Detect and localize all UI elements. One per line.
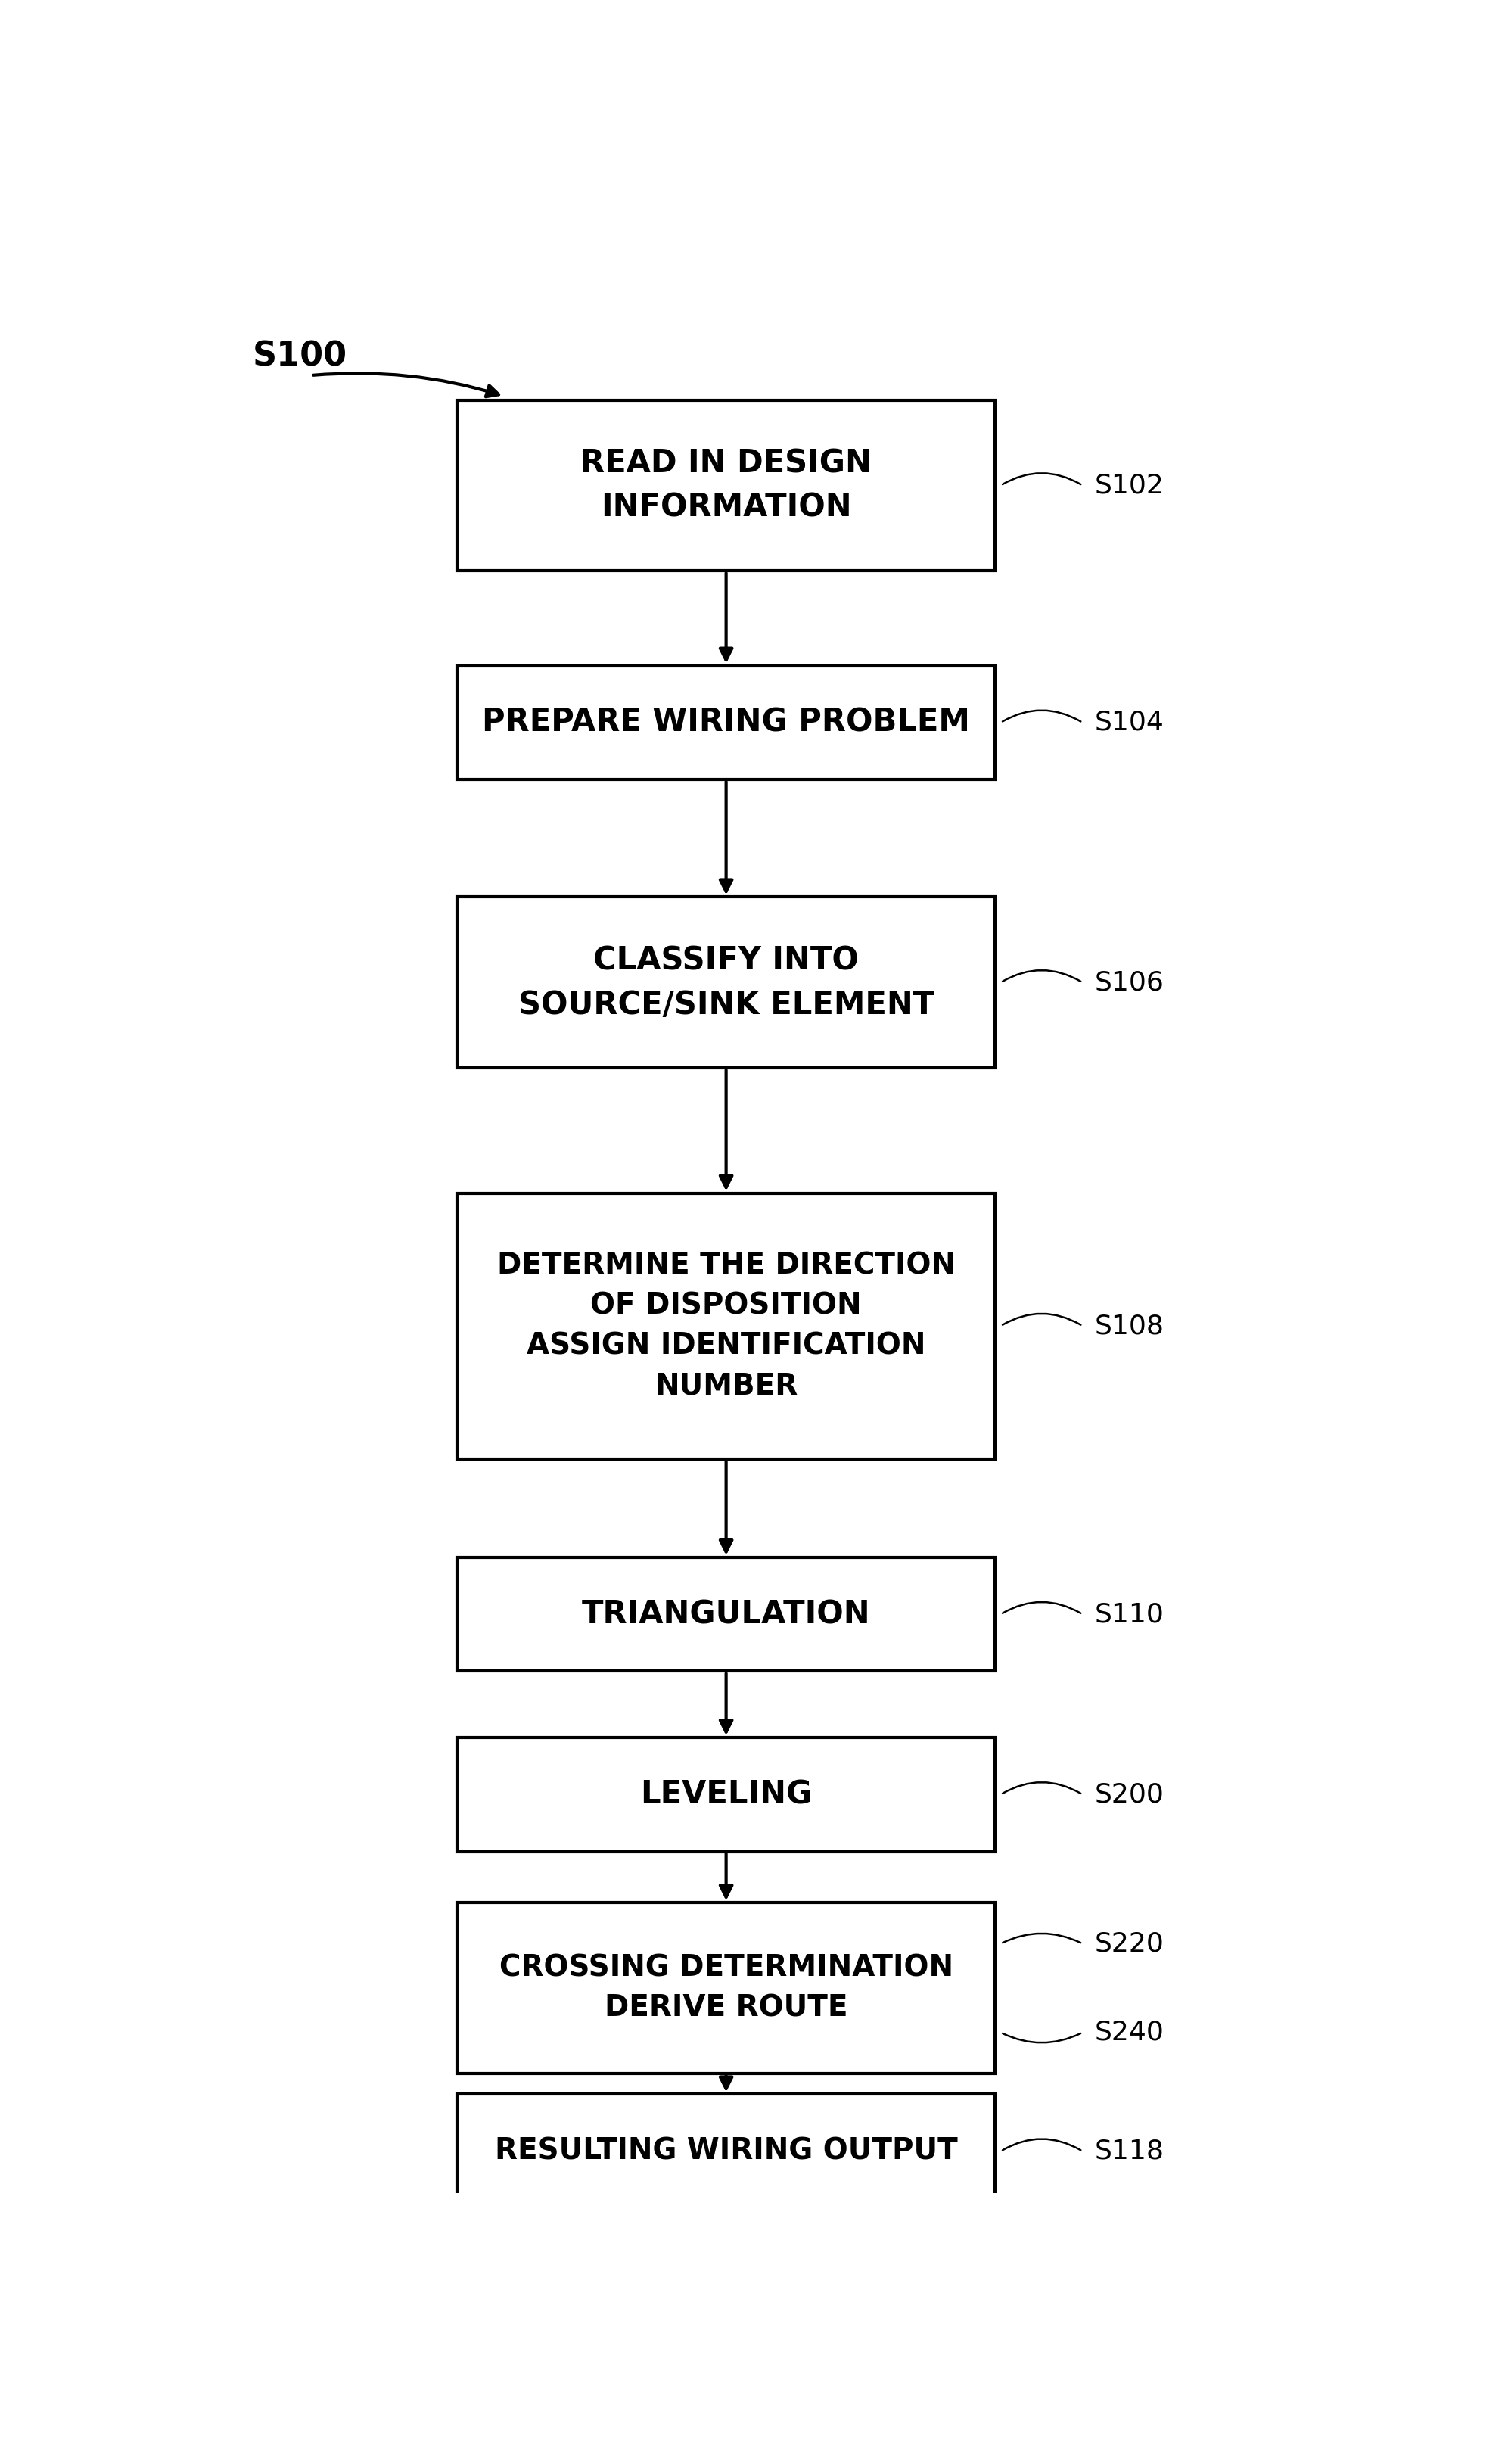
Text: S102: S102 xyxy=(1095,473,1164,498)
Text: S110: S110 xyxy=(1095,1602,1164,1626)
Text: S220: S220 xyxy=(1095,1932,1164,1956)
Text: S118: S118 xyxy=(1095,2139,1164,2163)
Bar xyxy=(457,1557,995,1671)
Text: S108: S108 xyxy=(1095,1313,1164,1338)
Text: CROSSING DETERMINATION
DERIVE ROUTE: CROSSING DETERMINATION DERIVE ROUTE xyxy=(499,1954,953,2023)
Text: LEVELING: LEVELING xyxy=(639,1779,813,1811)
Bar xyxy=(457,2094,995,2208)
Text: S240: S240 xyxy=(1095,2020,1164,2045)
Text: S104: S104 xyxy=(1095,710,1164,734)
Text: S200: S200 xyxy=(1095,1781,1164,1809)
Text: PREPARE WIRING PROBLEM: PREPARE WIRING PROBLEM xyxy=(483,707,970,739)
Bar xyxy=(457,1193,995,1459)
Bar xyxy=(457,897,995,1067)
Bar xyxy=(457,1737,995,1850)
Text: TRIANGULATION: TRIANGULATION xyxy=(582,1599,870,1631)
Text: RESULTING WIRING OUTPUT: RESULTING WIRING OUTPUT xyxy=(495,2136,958,2166)
Text: S100: S100 xyxy=(253,340,347,372)
Text: CLASSIFY INTO
SOURCE/SINK ELEMENT: CLASSIFY INTO SOURCE/SINK ELEMENT xyxy=(517,944,935,1020)
Bar xyxy=(457,1902,995,2072)
Bar xyxy=(457,665,995,779)
Bar xyxy=(457,399,995,572)
Text: S106: S106 xyxy=(1095,971,1164,995)
Text: DETERMINE THE DIRECTION
OF DISPOSITION
ASSIGN IDENTIFICATION
NUMBER: DETERMINE THE DIRECTION OF DISPOSITION A… xyxy=(496,1252,956,1400)
Text: READ IN DESIGN
INFORMATION: READ IN DESIGN INFORMATION xyxy=(581,448,872,522)
